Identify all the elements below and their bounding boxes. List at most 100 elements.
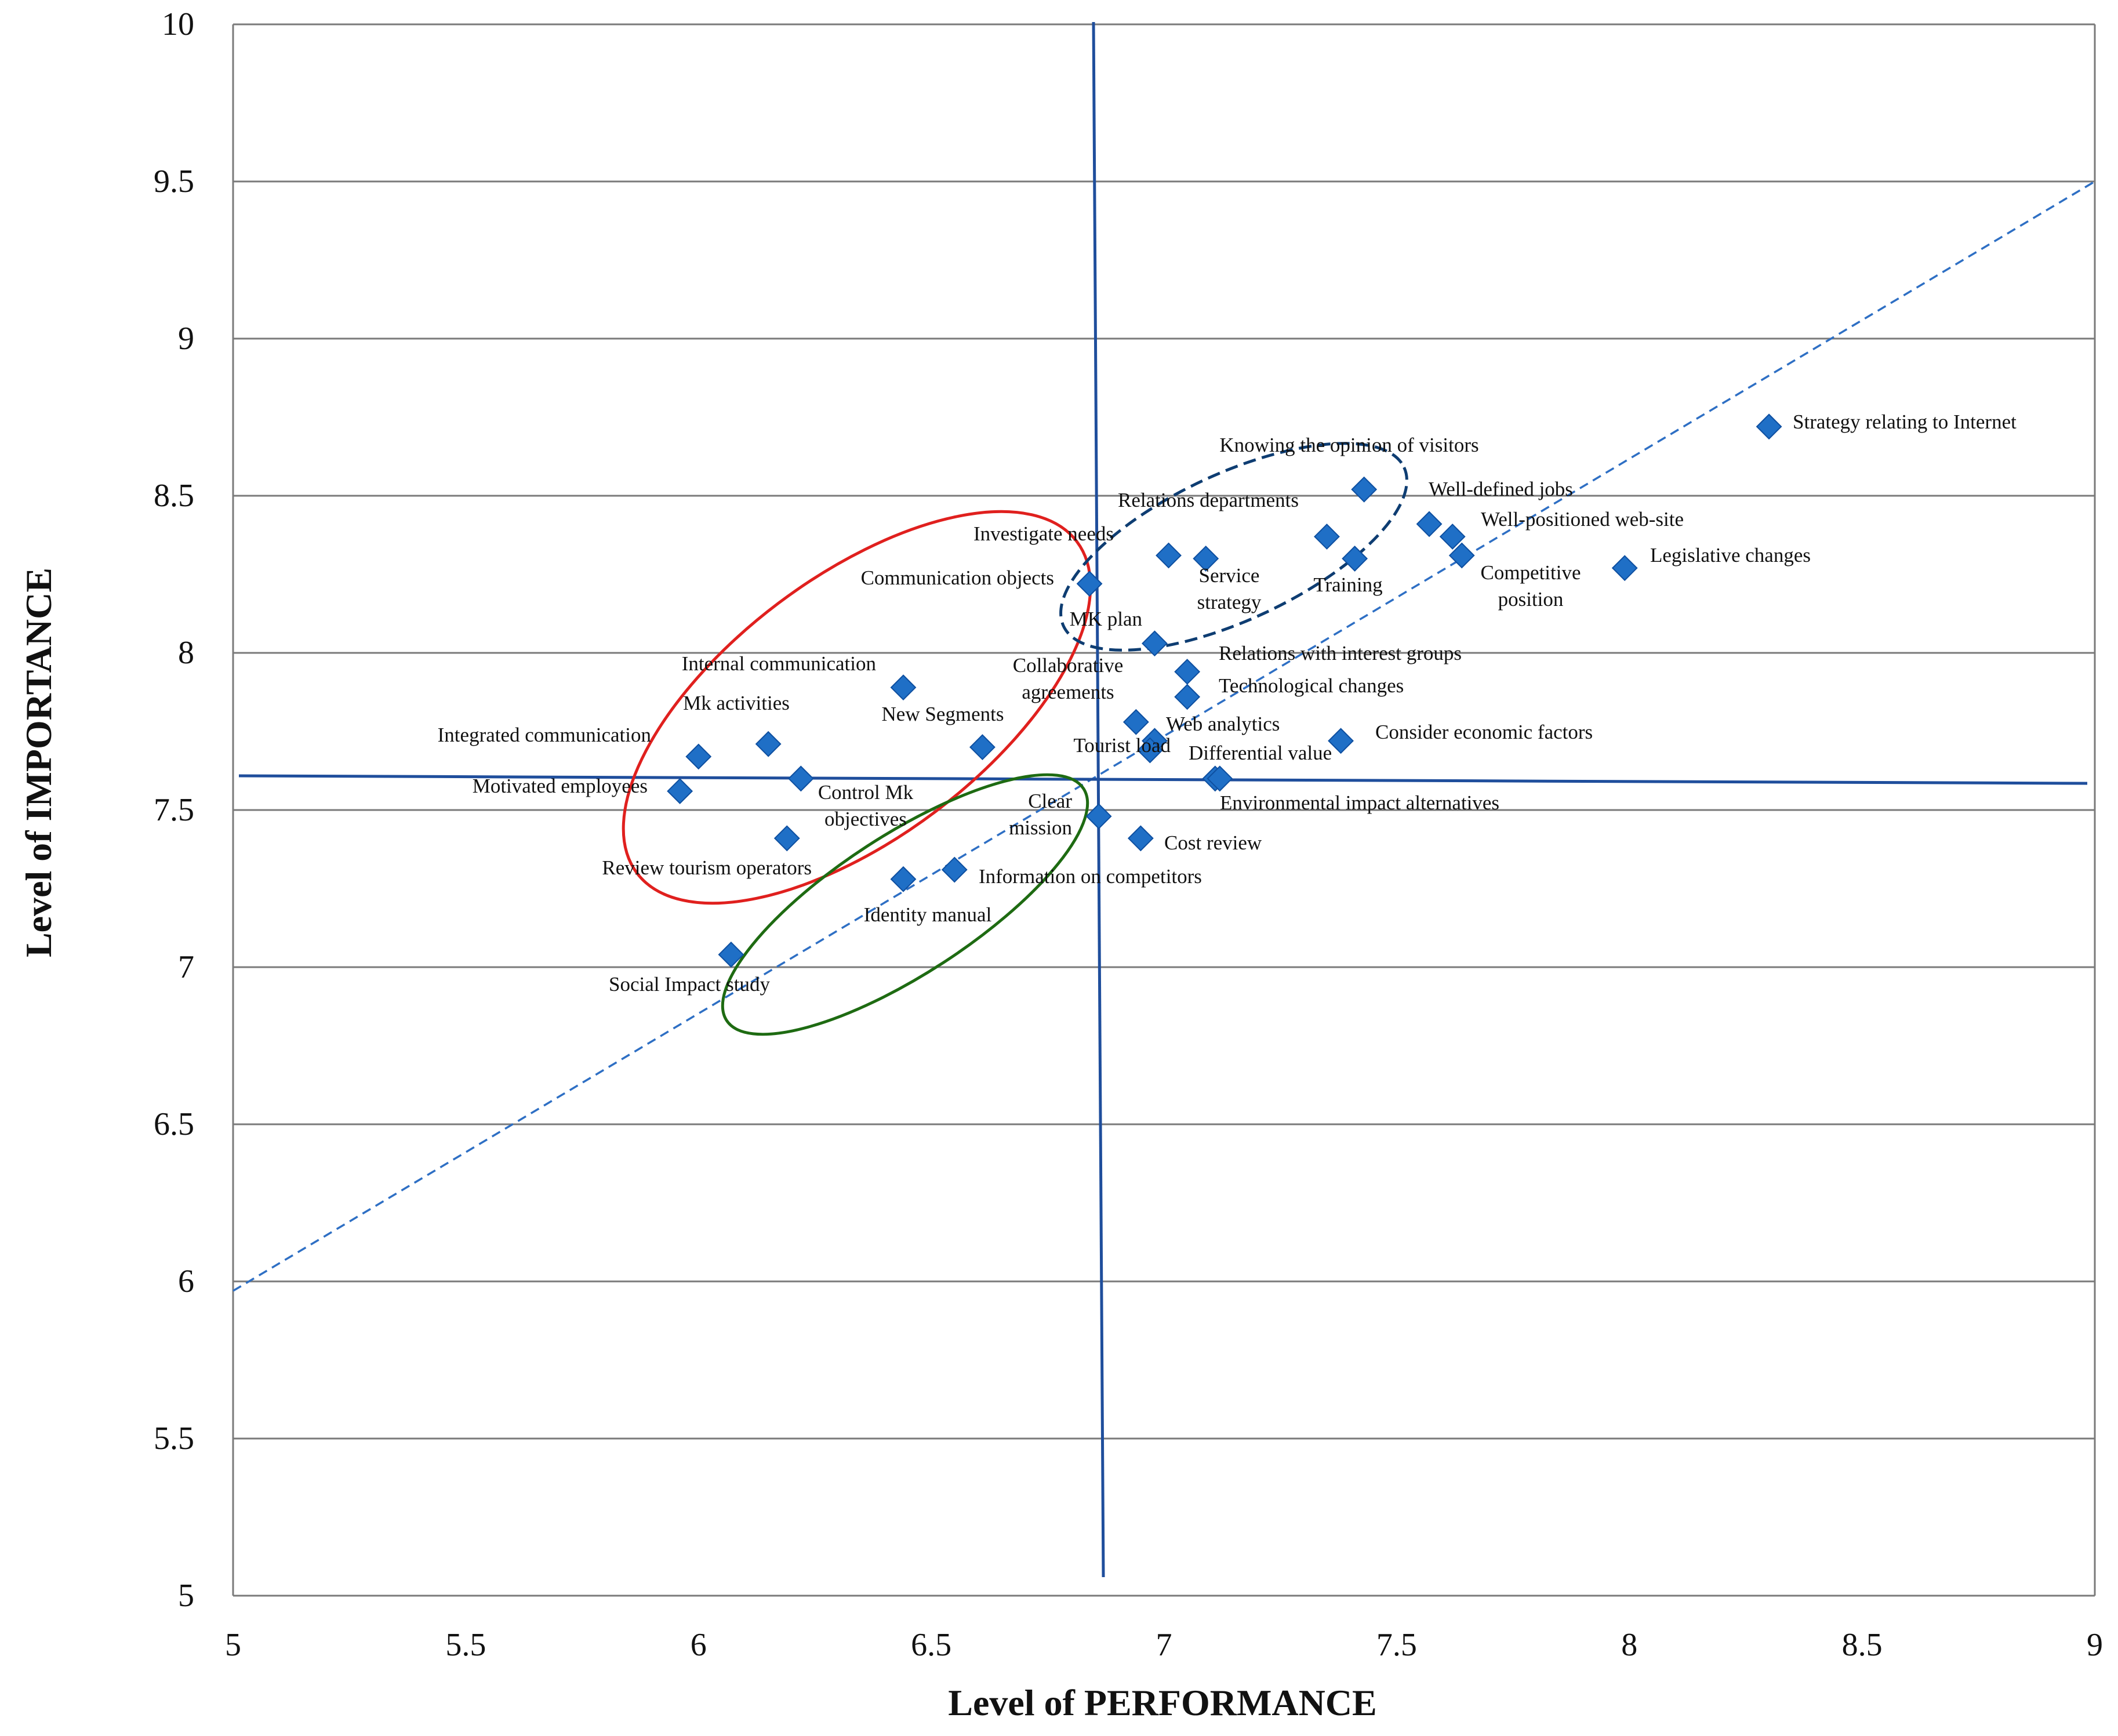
point-label-knowing-the-opinion-of-visitors: Knowing the opinion of visitors [1219, 434, 1478, 456]
point-label-training: Training [1313, 573, 1382, 596]
point-label-motivated-employees: Motivated employees [473, 775, 648, 797]
point-label-line: objectives [824, 808, 907, 830]
x-tick-7.5: 7.5 [1376, 1627, 1417, 1663]
plot-frame [232, 24, 2096, 1597]
point-label-integrated-communication: Integrated communication [438, 724, 651, 746]
point-label-well-defined-jobs: Well-defined jobs [1429, 478, 1573, 500]
data-point-relations-departments [1314, 524, 1340, 550]
data-point-collaborative-agreements [1122, 709, 1149, 735]
point-labels: Strategy relating to Internet Knowing the… [438, 411, 2017, 996]
reference-lines [232, 21, 2095, 1578]
y-tick-6: 6 [178, 1263, 194, 1299]
point-label-line: Collaborative [1013, 654, 1124, 677]
point-label-line: Competitive [1480, 561, 1581, 584]
point-label-control-mk-objectives: Control Mk objectives [818, 781, 914, 830]
point-label-tourist-load: Tourist load [1073, 734, 1171, 757]
horizontal-mean-line [238, 774, 2088, 785]
x-tick-6.5: 6.5 [911, 1627, 951, 1663]
x-tick-5.5: 5.5 [445, 1627, 486, 1663]
ellipse-navy [1059, 442, 1408, 652]
x-tick-8.5: 8.5 [1842, 1627, 1883, 1663]
point-label-review-tourism-operators: Review tourism operators [602, 856, 812, 879]
data-point-identity-manual [890, 866, 917, 892]
data-point-well-positioned-web-site [1439, 524, 1466, 550]
y-tick-7.5: 7.5 [154, 792, 194, 828]
data-point-environmental-impact-alternatives [1207, 765, 1233, 792]
point-label-relations-with-interest-groups: Relations with interest groups [1219, 642, 1462, 664]
y-tick-8.5: 8.5 [154, 478, 194, 514]
data-point-new-segments [969, 734, 996, 761]
data-point-competitive-position [1448, 542, 1475, 569]
x-tick-5: 5 [225, 1627, 241, 1663]
point-label-service-strategy: Service strategy [1197, 564, 1262, 613]
data-point-investigate-needs [1156, 542, 1182, 569]
point-label-differential-value: Differential value [1189, 742, 1332, 764]
data-point-control-mk-objectives [787, 765, 814, 792]
point-label-communication-objects: Communication objects [861, 566, 1054, 589]
point-label-line: Clear [1028, 790, 1072, 812]
point-label-line: mission [1009, 816, 1072, 839]
point-label-line: agreements [1022, 681, 1114, 703]
data-points [667, 413, 1782, 968]
point-label-competitive-position: Competitive position [1480, 561, 1581, 611]
y-axis-title: Level of IMPORTANCE [18, 568, 59, 957]
y-tick-9: 9 [178, 321, 194, 357]
y-tick-5.5: 5.5 [154, 1421, 194, 1457]
point-label-investigate-needs: Investigate needs [973, 522, 1114, 545]
data-point-relations-with-interest-groups [1174, 659, 1201, 685]
point-label-strategy-relating-to-internet: Strategy relating to Internet [1793, 411, 2017, 433]
point-label-environmental-impact-alternatives: Environmental impact alternatives [1220, 791, 1499, 814]
point-label-line: strategy [1197, 591, 1262, 613]
data-point-review-tourism-operators [773, 825, 800, 852]
vertical-mean-line [1092, 21, 1105, 1578]
data-point-mk-plan [1142, 630, 1168, 657]
point-label-legislative-changes: Legislative changes [1650, 544, 1811, 566]
point-label-mk-activities: Mk activities [683, 692, 790, 714]
data-point-consider-economic-factors [1328, 728, 1354, 754]
ellipse-red [622, 510, 1092, 905]
y-tick-6.5: 6.5 [154, 1106, 194, 1142]
data-point-mk-activities [755, 731, 782, 757]
data-point-communication-objects [1076, 571, 1103, 597]
point-label-mk-plan: MK plan [1070, 608, 1142, 630]
point-label-social-impact-study: Social Impact study [609, 973, 771, 996]
gridlines [233, 23, 2095, 1597]
ellipse-green [721, 773, 1089, 1036]
data-point-motivated-employees [667, 778, 693, 804]
data-point-strategy-relating-to-internet [1756, 413, 1782, 440]
point-label-web-analytics: Web analytics [1166, 713, 1280, 735]
data-point-tourist-load [1137, 737, 1163, 764]
x-tick-9: 9 [2087, 1627, 2103, 1663]
point-label-consider-economic-factors: Consider economic factors [1375, 721, 1593, 743]
data-point-legislative-changes [1611, 555, 1638, 582]
data-point-well-defined-jobs [1416, 511, 1443, 537]
data-point-information-on-competitors [941, 856, 968, 883]
data-point-knowing-the-opinion-of-visitors [1351, 476, 1378, 503]
point-label-line: Service [1199, 564, 1260, 587]
y-tick-5: 5 [178, 1578, 194, 1614]
data-point-training [1342, 545, 1368, 572]
axis-ticks: 5 5.5 6 6.5 7 7.5 8 8.5 9 9.5 10 5 5.5 6 6.5 7 7.5 8 8.5 9 [154, 6, 2103, 1663]
point-label-internal-communication: Internal communication [682, 652, 876, 675]
point-label-line: Control Mk [818, 781, 914, 804]
y-tick-9.5: 9.5 [154, 164, 194, 199]
cluster-ellipses [622, 442, 1408, 1036]
data-point-cost-review [1127, 825, 1154, 852]
point-label-collaborative-agreements: Collaborative agreements [1013, 654, 1124, 703]
y-tick-8: 8 [178, 635, 194, 671]
point-label-cost-review: Cost review [1164, 831, 1262, 854]
point-label-clear-mission: Clear mission [1009, 790, 1072, 839]
data-point-integrated-communication [685, 743, 712, 770]
data-point-internal-communication [890, 674, 917, 701]
point-label-line: position [1498, 588, 1564, 611]
point-label-well-positioned-web-site: Well-positioned web-site [1481, 508, 1684, 531]
data-point-service-strategy [1193, 545, 1219, 572]
point-label-technological-changes: Technological changes [1219, 674, 1404, 697]
point-label-identity-manual: Identity manual [864, 903, 992, 926]
point-label-information-on-competitors: Information on competitors [979, 865, 1202, 888]
data-point-technological-changes [1174, 684, 1201, 710]
y-tick-7: 7 [178, 949, 194, 985]
data-point-social-impact-study [718, 941, 744, 968]
point-label-new-segments: New Segments [882, 703, 1004, 725]
